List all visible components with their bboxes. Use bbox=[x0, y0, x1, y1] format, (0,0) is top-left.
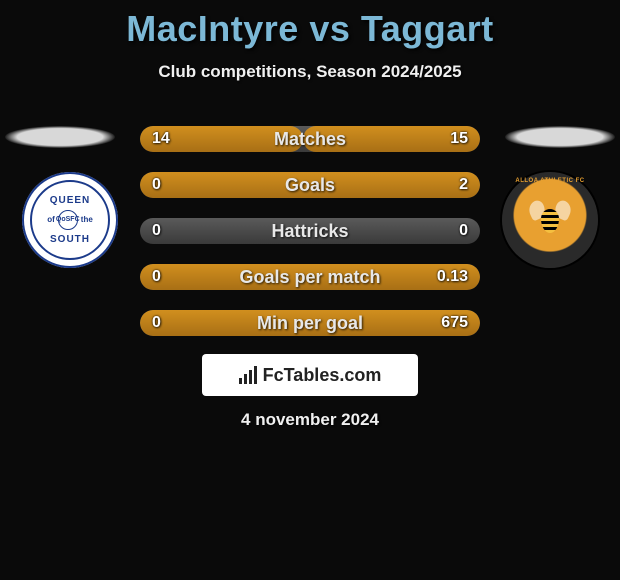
crest-left-text-top: QUEEN bbox=[50, 195, 91, 206]
bar-chart-icon bbox=[239, 366, 257, 384]
brand-text: FcTables.com bbox=[263, 365, 382, 386]
stat-row: 0Goals2 bbox=[140, 172, 480, 198]
player-shadow-left bbox=[5, 126, 115, 148]
stat-value-right: 15 bbox=[450, 130, 468, 148]
brand-box: FcTables.com bbox=[202, 354, 418, 396]
stat-value-right: 675 bbox=[441, 314, 468, 332]
crest-left-mid-left: of bbox=[47, 216, 55, 225]
stat-row: 0Min per goal675 bbox=[140, 310, 480, 336]
crest-right-text-top: ALLOA ATHLETIC FC bbox=[515, 178, 584, 184]
crest-left-text-bottom: SOUTH bbox=[50, 234, 90, 245]
stat-label: Goals bbox=[140, 175, 480, 196]
wasp-icon bbox=[529, 199, 571, 241]
stat-label: Matches bbox=[140, 129, 480, 150]
crest-left-ball-icon: QoSFC bbox=[58, 210, 78, 230]
player-shadow-right bbox=[505, 126, 615, 148]
club-crest-right: ALLOA ATHLETIC FC bbox=[502, 172, 598, 268]
crest-left-mid-right: the bbox=[81, 216, 93, 225]
stat-label: Goals per match bbox=[140, 267, 480, 288]
stats-panel: 14Matches150Goals20Hattricks00Goals per … bbox=[140, 126, 480, 356]
stat-label: Min per goal bbox=[140, 313, 480, 334]
stat-row: 14Matches15 bbox=[140, 126, 480, 152]
club-crest-left-inner: QUEEN of QoSFC the SOUTH bbox=[30, 180, 110, 260]
comparison-infographic: MacIntyre vs Taggart Club competitions, … bbox=[0, 0, 620, 580]
stat-value-right: 0 bbox=[459, 222, 468, 240]
stat-value-right: 2 bbox=[459, 176, 468, 194]
subtitle: Club competitions, Season 2024/2025 bbox=[0, 62, 620, 82]
stat-row: 0Goals per match0.13 bbox=[140, 264, 480, 290]
date-text: 4 november 2024 bbox=[0, 410, 620, 430]
crest-left-text-mid: of QoSFC the bbox=[47, 210, 93, 230]
stat-value-right: 0.13 bbox=[437, 268, 468, 286]
page-title: MacIntyre vs Taggart bbox=[0, 8, 620, 50]
stat-label: Hattricks bbox=[140, 221, 480, 242]
club-crest-left: QUEEN of QoSFC the SOUTH bbox=[22, 172, 118, 268]
stat-row: 0Hattricks0 bbox=[140, 218, 480, 244]
